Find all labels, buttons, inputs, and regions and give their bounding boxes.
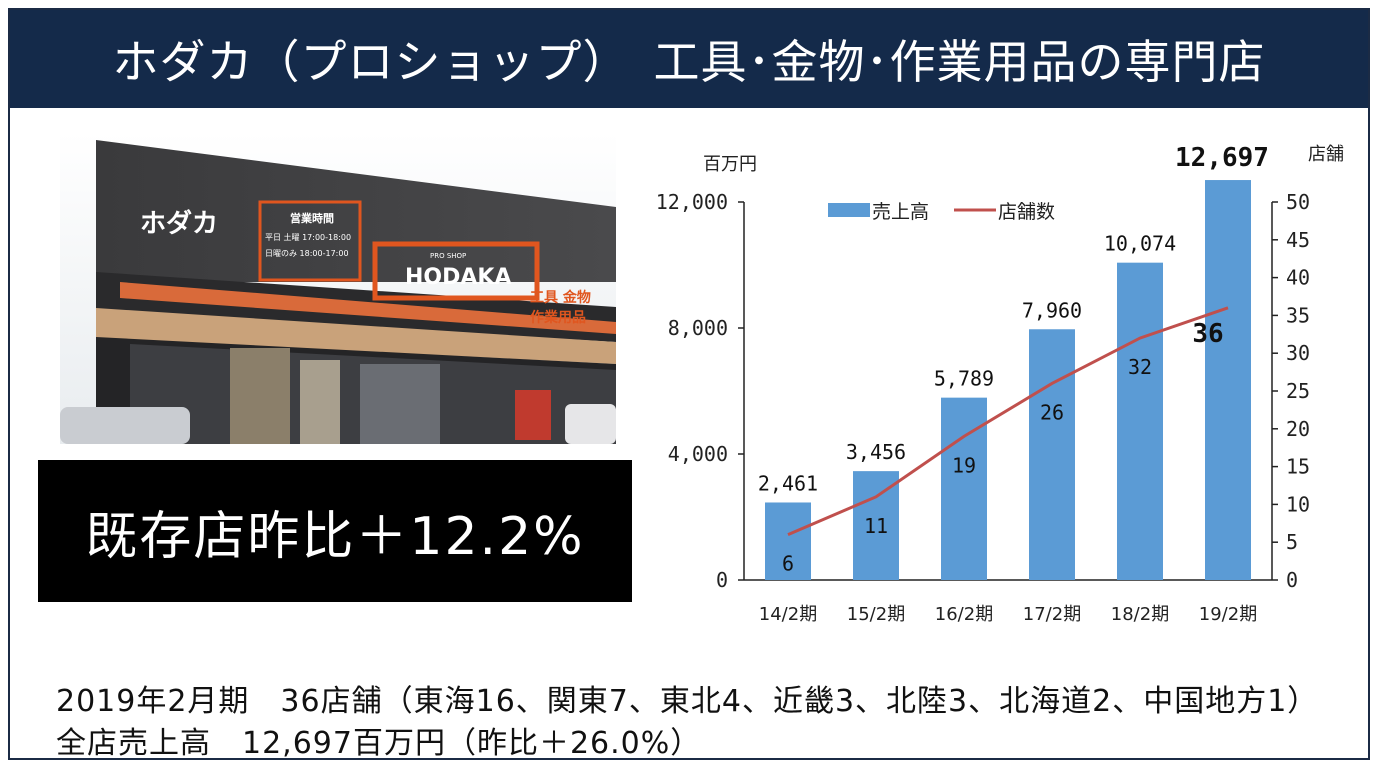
photo-side-text-1: 工具 金物 (530, 289, 591, 306)
bar-value-label: 2,461 (758, 471, 818, 495)
sales-store-chart: 0 4,000 8,000 12,000 0 5 10 15 20 25 30 35 40 45 50 百万円… (656, 143, 1344, 625)
bar-value-label: 3,456 (846, 440, 906, 464)
bar-value-label: 5,789 (934, 367, 994, 391)
store-count-line (787, 306, 1229, 537)
photo-hours-line1: 平日 土曜 17:00-18:00 (265, 232, 351, 242)
right-tick-label: 5 (1286, 530, 1298, 554)
photo-hours-line2: 日曜のみ 18:00-17:00 (265, 249, 349, 258)
photo-hours-title: 営業時間 (290, 211, 334, 225)
bar-value-label: 10,074 (1104, 232, 1176, 256)
bar-18/2期 (1117, 262, 1163, 580)
same-store-growth-badge: 既存店昨比＋12.2% (38, 460, 632, 602)
x-tick-label: 15/2期 (847, 604, 905, 625)
bar-17/2期 (1029, 329, 1075, 580)
right-tick-label: 25 (1286, 379, 1310, 403)
right-tick-label: 20 (1286, 417, 1310, 441)
legend-bar-label: 売上高 (872, 201, 929, 223)
x-tick-label: 18/2期 (1111, 604, 1169, 625)
bar-19/2期 (1205, 180, 1251, 580)
bar-15/2期 (853, 471, 899, 580)
right-tick-label: 15 (1286, 455, 1310, 479)
left-tick-label: 0 (716, 568, 728, 592)
x-tick-label: 16/2期 (935, 604, 993, 625)
bar-value-label: 12,697 (1175, 143, 1269, 173)
store-count-label: 19 (952, 453, 976, 477)
photo-brand-small: PRO SHOP (430, 252, 466, 260)
right-tick-label: 30 (1286, 341, 1310, 365)
store-count-label: 32 (1128, 355, 1152, 379)
right-tick-label: 10 (1286, 492, 1310, 516)
page-title: ホダカ（プロショップ） 工具･金物･作業用品の専門店 (10, 10, 1368, 108)
left-tick-label: 8,000 (668, 316, 728, 340)
photo-side-text-2: 作業用品 (530, 309, 586, 326)
bar-14/2期 (765, 502, 811, 580)
x-tick-label: 14/2期 (759, 604, 817, 625)
right-tick-label: 0 (1286, 568, 1298, 592)
left-tick-label: 12,000 (656, 190, 728, 214)
store-count-label: 26 (1040, 400, 1064, 424)
right-tick-label: 50 (1286, 190, 1310, 214)
legend-bar-swatch (828, 203, 870, 217)
store-photo: ホダカ 営業時間 平日 土曜 17:00-18:00 日曜のみ 18:00-17… (60, 132, 616, 444)
right-tick-label: 40 (1286, 266, 1310, 290)
store-count-label: 6 (782, 552, 794, 576)
footer-line-2: 全店売上高 12,697百万円（昨比＋26.0%） (56, 726, 702, 761)
right-axis-title: 店舗 (1308, 144, 1344, 165)
left-tick-label: 4,000 (668, 442, 728, 466)
bar-value-label: 7,960 (1022, 298, 1082, 322)
store-count-label: 11 (864, 514, 888, 538)
photo-sign-left: ホダカ (140, 208, 218, 239)
x-tick-label: 17/2期 (1023, 604, 1081, 625)
right-tick-label: 35 (1286, 303, 1310, 327)
store-count-label: 36 (1192, 319, 1223, 349)
left-axis-title: 百万円 (703, 154, 757, 175)
photo-brand-logo: HODAKA (405, 265, 511, 290)
x-tick-label: 19/2期 (1199, 604, 1257, 625)
legend-line-label: 店舗数 (998, 201, 1055, 223)
right-tick-label: 45 (1286, 228, 1310, 252)
footer-line-1: 2019年2月期 36店舗（東海16、関東7、東北4、近畿3、北陸3、北海道2、… (56, 684, 1319, 719)
